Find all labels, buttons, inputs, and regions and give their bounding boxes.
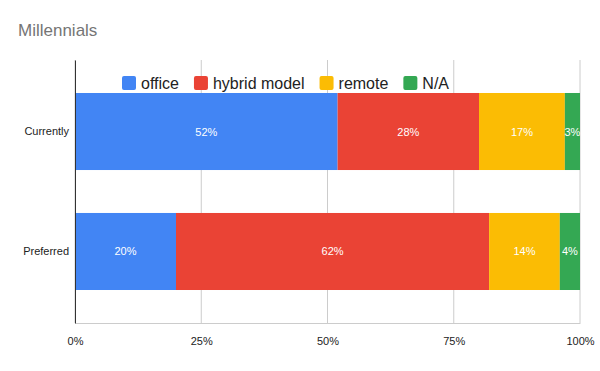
bar xyxy=(75,93,338,170)
legend-item: office xyxy=(122,75,179,92)
data-label: 52% xyxy=(195,126,217,138)
bar xyxy=(176,213,489,290)
legend-swatch xyxy=(122,76,136,90)
x-tick: 50% xyxy=(317,323,339,347)
x-tick-label: 0% xyxy=(68,335,84,347)
legend-item: remote xyxy=(320,75,389,92)
bar xyxy=(489,213,560,290)
chart: Millennials 52% 20% 28% 62% 17% 14% 3% 4% 0% 25% 50… xyxy=(0,0,600,371)
data-labels: 52% 20% 28% 62% 17% 14% 3% 4% xyxy=(114,126,580,258)
y-tick: Preferred xyxy=(23,245,75,257)
legend-label: remote xyxy=(339,75,389,92)
bar xyxy=(338,93,479,170)
legend-label: hybrid model xyxy=(213,75,305,92)
bar xyxy=(75,213,176,290)
legend-swatch xyxy=(194,76,208,90)
legend-swatch xyxy=(403,76,417,90)
legend-item: N/A xyxy=(403,75,449,92)
y-tick: Currently xyxy=(24,125,75,137)
grid xyxy=(75,60,580,323)
data-label: 28% xyxy=(397,126,419,138)
x-tick: 75% xyxy=(443,323,465,347)
data-label: 14% xyxy=(513,245,535,257)
x-tick: 0% xyxy=(68,323,84,347)
y-axis-line xyxy=(75,61,76,324)
bar xyxy=(565,93,580,170)
data-label: 3% xyxy=(564,126,580,138)
data-label: 62% xyxy=(322,245,344,257)
x-tick-label: 75% xyxy=(443,335,465,347)
data-label: 17% xyxy=(511,126,533,138)
x-tick-label: 25% xyxy=(191,335,213,347)
x-tick-label: 100% xyxy=(566,335,594,347)
y-tick-label: Currently xyxy=(24,125,69,137)
legend-label: office xyxy=(141,75,179,92)
bar xyxy=(479,93,565,170)
legend-swatch xyxy=(320,76,334,90)
y-tick-label: Preferred xyxy=(23,245,69,257)
legend: office hybrid model remote N/A xyxy=(122,75,449,92)
bars xyxy=(75,93,580,290)
grid-line xyxy=(75,60,76,323)
y-axis: Currently Preferred xyxy=(23,61,75,324)
title: Millennials xyxy=(18,21,97,40)
legend-item: hybrid model xyxy=(194,75,305,92)
legend-label: N/A xyxy=(422,75,449,92)
x-tick-label: 50% xyxy=(317,335,339,347)
x-tick: 100% xyxy=(566,323,594,347)
bar xyxy=(560,213,580,290)
x-axis: 0% 25% 50% 75% 100% xyxy=(68,323,595,347)
data-label: 20% xyxy=(114,245,136,257)
x-axis-line xyxy=(76,323,581,324)
data-label: 4% xyxy=(562,245,578,257)
x-tick: 25% xyxy=(191,323,213,347)
